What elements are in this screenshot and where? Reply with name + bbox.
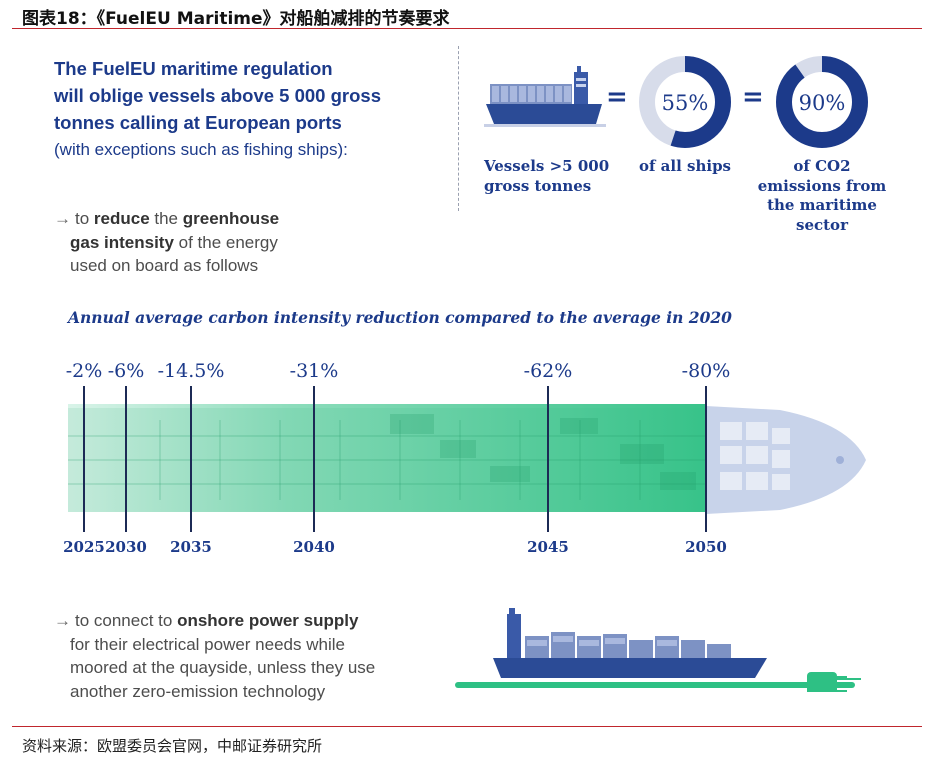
- milestone-year: 2025: [63, 538, 105, 556]
- onshore-power-ship-graphic: [455, 608, 861, 692]
- ring-fill: [639, 56, 731, 148]
- milestone-year: 2035: [170, 538, 212, 556]
- reduction-label: -62%: [523, 360, 573, 382]
- ring-label: 55%: [662, 91, 709, 115]
- reduction-label: -80%: [681, 360, 731, 382]
- milestone-tick: [313, 386, 315, 532]
- intro-text: The FuelEU maritime regulation will obli…: [54, 55, 381, 163]
- ships-caption: of all ships: [639, 157, 731, 175]
- milestone-tick: [125, 386, 127, 532]
- intro-line-4: (with exceptions such as fishing ships):: [54, 140, 348, 159]
- ring-label: 90%: [799, 91, 846, 115]
- ship-timeline-graphic: [68, 404, 866, 514]
- ring-fill: [776, 56, 868, 148]
- intro-line-3: tonnes calling at European ports: [54, 112, 342, 133]
- bottom-rule: [12, 726, 922, 727]
- top-rule: [12, 28, 922, 29]
- milestone-tick: [705, 386, 707, 532]
- milestone-year: 2030: [105, 538, 147, 556]
- intro-line-1: The FuelEU maritime regulation: [54, 58, 333, 79]
- milestone-year: 2045: [527, 538, 569, 556]
- green-progress-bar: [68, 404, 706, 512]
- milestone-tick: [83, 386, 85, 532]
- reduction-label: -2%: [65, 360, 103, 382]
- milestone-tick: [190, 386, 192, 532]
- ship-hull: [493, 658, 767, 678]
- reduction-label: -31%: [289, 360, 339, 382]
- reduction-label: -14.5%: [157, 360, 225, 382]
- milestone-tick: [547, 386, 549, 532]
- emissions-share-ring: 90%: [776, 56, 868, 148]
- arrow-icon: →: [54, 611, 71, 630]
- emissions-caption: of CO2 emissions from the maritime secto…: [757, 157, 887, 234]
- equals-sign: =: [606, 82, 628, 112]
- figure-title: 图表18：《FuelEU Maritime》对船舶减排的节奏要求: [22, 9, 450, 29]
- source-note: 资料来源：欧盟委员会官网，中邮证券研究所: [22, 737, 323, 755]
- plug-icon: [807, 672, 861, 692]
- milestone-year: 2050: [685, 538, 727, 556]
- arrow-icon: →: [54, 209, 71, 228]
- power-cable: [455, 682, 855, 688]
- equals-sign: =: [742, 82, 764, 112]
- bullet-onshore-power: → to connect to onshore power supply for …: [54, 611, 376, 701]
- vessels-caption: Vessels >5 000 gross tonnes: [484, 157, 610, 195]
- ships-share-ring: 55%: [639, 56, 731, 148]
- small-vessel-icon: [484, 66, 606, 127]
- reduction-label: -6%: [107, 360, 145, 382]
- bullet-reduce-ghg: → to reduce the greenhouse gas intensity …: [54, 209, 280, 275]
- milestone-year: 2040: [293, 538, 335, 556]
- timeline-subtitle: Annual average carbon intensity reductio…: [68, 308, 732, 327]
- dashed-divider: [458, 46, 459, 211]
- intro-line-2: will oblige vessels above 5 000 gross: [54, 85, 381, 106]
